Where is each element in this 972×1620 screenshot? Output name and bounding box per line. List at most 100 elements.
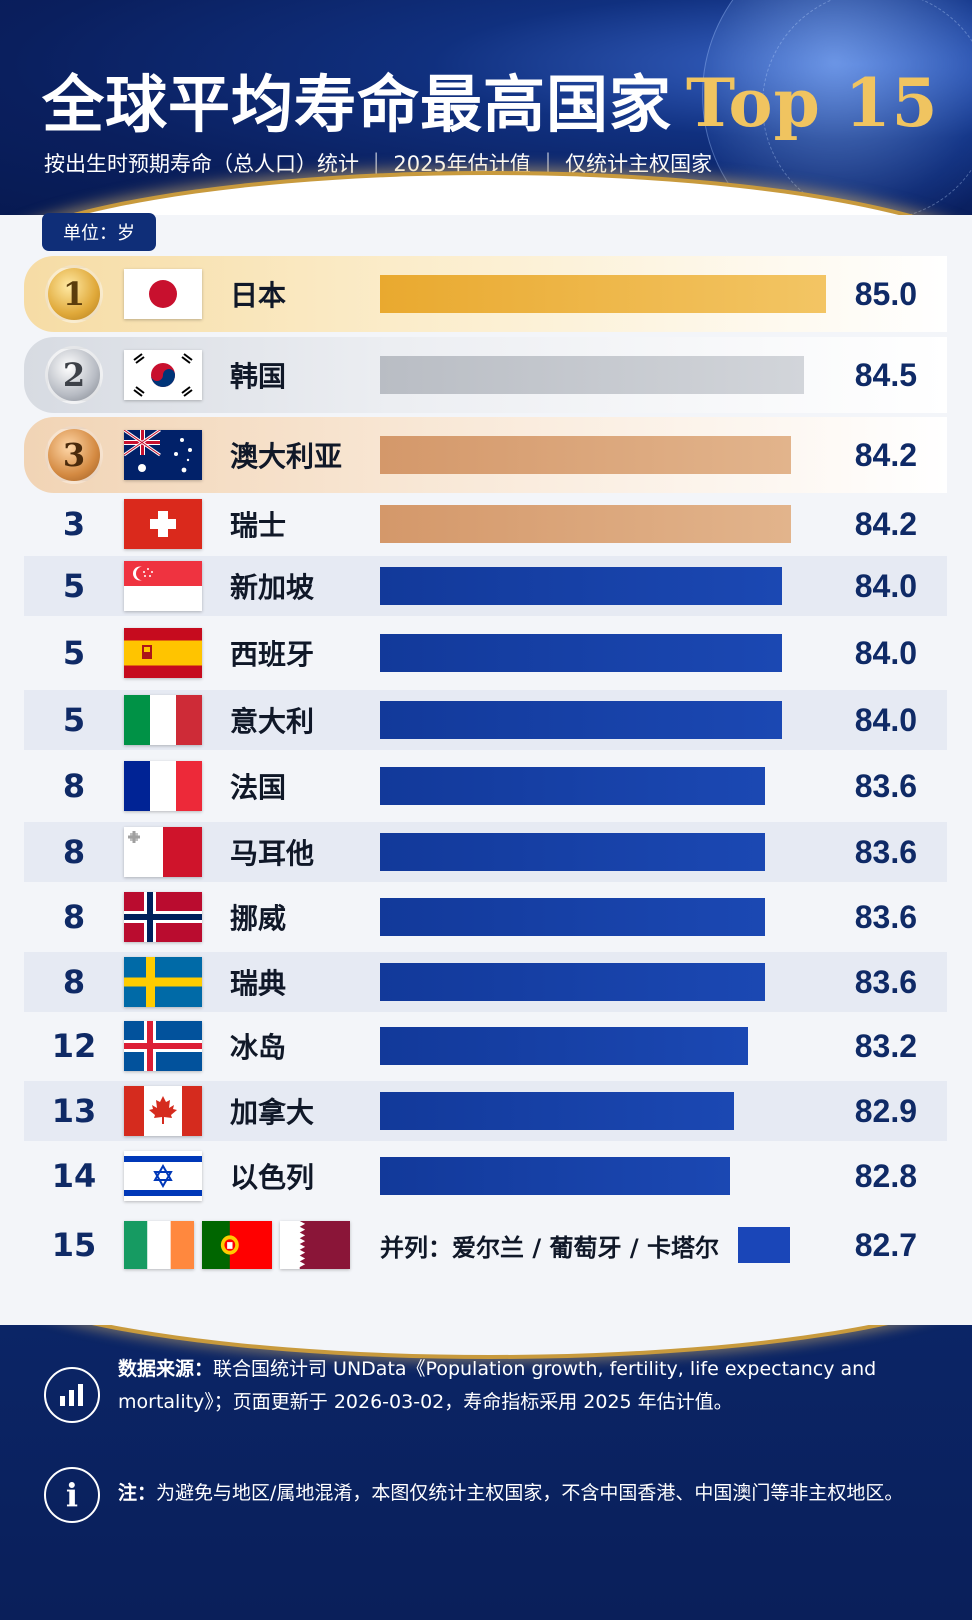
table-row: 5 西班牙 84.0 <box>24 623 947 683</box>
value-label: 82.8 <box>854 1157 917 1194</box>
country-name: 新加坡 <box>230 571 315 604</box>
value-label: 85.0 <box>854 275 917 312</box>
rank-cell: 5 <box>24 701 124 739</box>
rank-cell: 5 <box>24 634 124 672</box>
bar <box>380 898 765 936</box>
ireland-flag <box>124 1221 194 1269</box>
country-name: 意大利 <box>230 705 315 738</box>
value-label: 82.7 <box>854 1226 917 1263</box>
spain-flag <box>124 628 202 678</box>
bar-track <box>380 436 826 474</box>
bar-track <box>380 767 826 805</box>
rank-cell: 13 <box>24 1092 124 1130</box>
bar-track <box>380 356 826 394</box>
footer-wave <box>0 1325 972 1355</box>
table-row: 8 挪威 83.6 <box>24 887 947 947</box>
bar-track <box>380 701 826 739</box>
bar <box>380 505 792 543</box>
globe-ring <box>762 0 972 215</box>
malta-flag <box>124 827 202 877</box>
value-label: 84.2 <box>854 505 917 542</box>
value-label: 83.6 <box>854 898 917 935</box>
italy-flag <box>124 695 202 745</box>
bronze-medal-icon: 3 <box>45 426 103 484</box>
source-text: 数据来源：联合国统计司 UNData《Population growth, fe… <box>118 1353 938 1419</box>
bar-track <box>380 1027 826 1065</box>
table-row: 3 澳大利亚 84.2 <box>24 417 947 493</box>
table-row: 12 冰岛 83.2 <box>24 1016 947 1076</box>
value-label: 83.2 <box>854 1027 917 1064</box>
page-title-en: Top 15 <box>686 64 939 142</box>
rank-cell: 2 <box>24 346 124 404</box>
rank-cell: 8 <box>24 898 124 936</box>
flag-cell <box>124 1151 230 1201</box>
bar-track <box>380 833 826 871</box>
value-label: 84.5 <box>854 356 917 393</box>
bar <box>380 356 805 394</box>
bar-track <box>380 275 826 313</box>
bar <box>380 701 783 739</box>
silver-medal-icon: 2 <box>45 346 103 404</box>
title-row: 全球平均寿命最高国家 Top 15 <box>42 54 939 144</box>
iceland-flag <box>124 1021 202 1071</box>
japan-flag <box>124 269 202 319</box>
table-row: 8 法国 83.6 <box>24 756 947 816</box>
bar-track <box>380 898 826 936</box>
australia-flag <box>124 430 202 480</box>
bar-chart-icon <box>44 1367 100 1423</box>
bar <box>380 634 783 672</box>
country-name: 法国 <box>230 771 287 804</box>
value-label: 84.0 <box>854 567 917 604</box>
france-flag <box>124 761 202 811</box>
flag-cell <box>124 499 230 549</box>
rank-cell: 3 <box>24 426 124 484</box>
rank-number: 8 <box>62 833 86 871</box>
singapore-flag <box>124 561 202 611</box>
rank-cell: 8 <box>24 963 124 1001</box>
rank-number: 13 <box>51 1092 97 1130</box>
flag-cell <box>124 430 230 480</box>
value-label: 84.2 <box>854 436 917 473</box>
rank-number: 12 <box>51 1027 97 1065</box>
bar <box>380 963 765 1001</box>
country-name: 瑞士 <box>230 509 287 542</box>
table-row: 8 马耳他 83.6 <box>24 822 947 882</box>
country-name: 以色列 <box>230 1161 315 1194</box>
switzerland-flag <box>124 499 202 549</box>
flag-cell <box>124 269 230 319</box>
rank-number: 5 <box>62 567 86 605</box>
rank-number: 3 <box>62 505 86 543</box>
flag-group <box>124 1221 356 1269</box>
page-title: 全球平均寿命最高国家 <box>42 68 673 141</box>
bar <box>380 833 765 871</box>
bar <box>380 567 783 605</box>
info-icon: i <box>44 1467 100 1523</box>
qatar-flag <box>280 1221 350 1269</box>
rank-cell: 8 <box>24 833 124 871</box>
value-label: 83.6 <box>854 963 917 1000</box>
source-label: 数据来源： <box>118 1358 214 1380</box>
rank-cell: 12 <box>24 1027 124 1065</box>
value-label: 84.0 <box>854 634 917 671</box>
canada-flag <box>124 1086 202 1136</box>
rank-number: 15 <box>51 1226 97 1264</box>
rank-number: 14 <box>51 1157 97 1195</box>
source-body: 联合国统计司 UNData《Population growth, fertili… <box>118 1358 877 1413</box>
bar <box>380 436 792 474</box>
rank-number: 5 <box>62 634 86 672</box>
flag-cell <box>124 1021 230 1071</box>
unit-badge: 单位：岁 <box>42 213 156 251</box>
rank-number: 5 <box>62 701 86 739</box>
flag-cell <box>124 695 230 745</box>
table-row: 2 韩国 84.5 <box>24 337 947 413</box>
flag-cell <box>124 892 230 942</box>
header: 全球平均寿命最高国家 Top 15 按出生时预期寿命（总人口）统计 ｜ 2025… <box>0 0 972 215</box>
bar <box>380 1027 748 1065</box>
rank-cell: 5 <box>24 567 124 605</box>
flag-cell <box>124 1086 230 1136</box>
value-label: 83.6 <box>854 833 917 870</box>
footer: 数据来源：联合国统计司 UNData《Population growth, fe… <box>0 1325 972 1620</box>
country-name: 韩国 <box>230 360 287 393</box>
table-row: 1 日本 85.0 <box>24 256 947 332</box>
bar <box>380 767 765 805</box>
